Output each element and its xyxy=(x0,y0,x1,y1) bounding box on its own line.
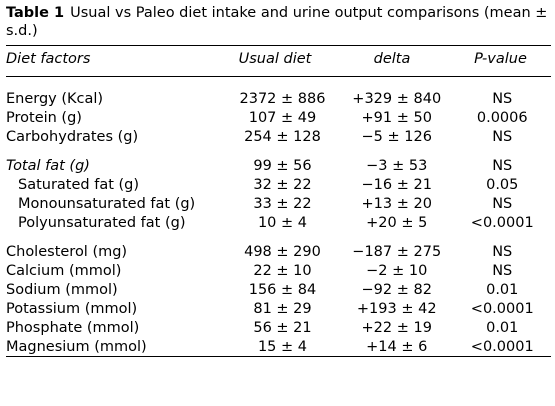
table-caption-text: Usual vs Paleo diet intake and urine out… xyxy=(6,5,548,39)
usual-cell: 22 ± 10 xyxy=(253,262,312,279)
usual-cell: 56 ± 21 xyxy=(253,319,312,336)
table-caption: Table 1 Usual vs Paleo diet intake and ur… xyxy=(6,4,551,40)
factor-cell: Energy (Kcal) xyxy=(6,90,104,107)
p-value-cell: <0.0001 xyxy=(470,214,534,231)
col-header-usual-diet: Usual diet xyxy=(238,51,312,67)
table-row: Potassium (mmol) 81 ± 29 +193 ± 42 <0.00… xyxy=(6,299,551,318)
usual-cell: 498 ± 290 xyxy=(244,243,321,260)
p-value-cell: 0.01 xyxy=(486,281,519,298)
p-value-cell: <0.0001 xyxy=(470,300,534,317)
p-value-cell: 0.0006 xyxy=(476,109,528,126)
delta-cell: −92 ± 82 xyxy=(361,281,432,298)
delta-cell: +22 ± 19 xyxy=(361,319,432,336)
delta-cell: −16 ± 21 xyxy=(361,176,432,193)
delta-cell: −2 ± 10 xyxy=(366,262,428,279)
factor-cell: Magnesium (mmol) xyxy=(6,338,147,355)
spacer xyxy=(6,146,551,156)
header-row: Diet factors Usual diet delta P-value xyxy=(6,46,551,72)
p-value-cell: NS xyxy=(492,262,513,279)
p-value-cell: 0.01 xyxy=(486,319,519,336)
factor-cell: Potassium (mmol) xyxy=(6,300,138,317)
spacer xyxy=(6,77,551,89)
factor-cell: Calcium (mmol) xyxy=(6,262,122,279)
factor-cell: Protein (g) xyxy=(6,109,82,126)
table-row: Cholesterol (mg) 498 ± 290 −187 ± 275 NS xyxy=(6,242,551,261)
delta-cell: −187 ± 275 xyxy=(352,243,442,260)
usual-cell: 81 ± 29 xyxy=(253,300,312,317)
table-row: Calcium (mmol) 22 ± 10 −2 ± 10 NS xyxy=(6,261,551,280)
table-row: Monounsaturated fat (g) 33 ± 22 +13 ± 20… xyxy=(6,194,551,213)
header-rule xyxy=(6,76,551,77)
table-row: Sodium (mmol) 156 ± 84 −92 ± 82 0.01 xyxy=(6,280,551,299)
table-row: Energy (Kcal) 2372 ± 886 +329 ± 840 NS xyxy=(6,89,551,108)
usual-cell: 107 ± 49 xyxy=(248,109,317,126)
table-figure: Table 1 Usual vs Paleo diet intake and ur… xyxy=(6,0,551,357)
p-value-cell: NS xyxy=(492,128,513,145)
usual-cell: 99 ± 56 xyxy=(253,157,312,174)
p-value-cell: NS xyxy=(492,157,513,174)
table-row: Protein (g) 107 ± 49 +91 ± 50 0.0006 xyxy=(6,108,551,127)
bottom-rule xyxy=(6,356,551,357)
factor-cell: Monounsaturated fat (g) xyxy=(18,195,196,212)
p-value-cell: NS xyxy=(492,90,513,107)
usual-cell: 254 ± 128 xyxy=(244,128,321,145)
delta-cell: +14 ± 6 xyxy=(366,338,428,355)
delta-cell: +329 ± 840 xyxy=(352,90,442,107)
table-row: Saturated fat (g) 32 ± 22 −16 ± 21 0.05 xyxy=(6,175,551,194)
col-header-diet-factors: Diet factors xyxy=(6,51,91,67)
data-table: Diet factors Usual diet delta P-value xyxy=(6,46,551,72)
table-row: Carbohydrates (g) 254 ± 128 −5 ± 126 NS xyxy=(6,127,551,146)
data-table-body: Energy (Kcal) 2372 ± 886 +329 ± 840 NS P… xyxy=(6,77,551,356)
factor-cell: Saturated fat (g) xyxy=(18,176,140,193)
factor-cell: Cholesterol (mg) xyxy=(6,243,128,260)
factor-cell: Phosphate (mmol) xyxy=(6,319,140,336)
usual-cell: 32 ± 22 xyxy=(253,176,312,193)
p-value-cell: NS xyxy=(492,243,513,260)
delta-cell: +91 ± 50 xyxy=(361,109,432,126)
delta-cell: +20 ± 5 xyxy=(366,214,428,231)
top-rule xyxy=(6,45,551,46)
delta-cell: −3 ± 53 xyxy=(366,157,428,174)
table-row: Total fat (g) 99 ± 56 −3 ± 53 NS xyxy=(6,156,551,175)
spacer xyxy=(6,232,551,242)
delta-cell: −5 ± 126 xyxy=(361,128,432,145)
table-label: Table 1 xyxy=(6,5,65,21)
p-value-cell: <0.0001 xyxy=(470,338,534,355)
col-header-delta: delta xyxy=(373,51,411,67)
usual-cell: 15 ± 4 xyxy=(257,338,307,355)
usual-cell: 10 ± 4 xyxy=(257,214,307,231)
factor-cell: Total fat (g) xyxy=(6,157,90,174)
table-row: Phosphate (mmol) 56 ± 21 +22 ± 19 0.01 xyxy=(6,318,551,337)
factor-cell: Carbohydrates (g) xyxy=(6,128,139,145)
usual-cell: 33 ± 22 xyxy=(253,195,312,212)
p-value-cell: 0.05 xyxy=(486,176,519,193)
p-value-cell: NS xyxy=(492,195,513,212)
usual-cell: 156 ± 84 xyxy=(248,281,317,298)
col-header-p-value: P-value xyxy=(474,51,527,67)
delta-cell: +13 ± 20 xyxy=(361,195,432,212)
factor-cell: Polyunsaturated fat (g) xyxy=(18,214,186,231)
factor-cell: Sodium (mmol) xyxy=(6,281,118,298)
table-row: Polyunsaturated fat (g) 10 ± 4 +20 ± 5 <… xyxy=(6,213,551,232)
delta-cell: +193 ± 42 xyxy=(356,300,437,317)
table-row: Magnesium (mmol) 15 ± 4 +14 ± 6 <0.0001 xyxy=(6,337,551,356)
usual-cell: 2372 ± 886 xyxy=(239,90,326,107)
